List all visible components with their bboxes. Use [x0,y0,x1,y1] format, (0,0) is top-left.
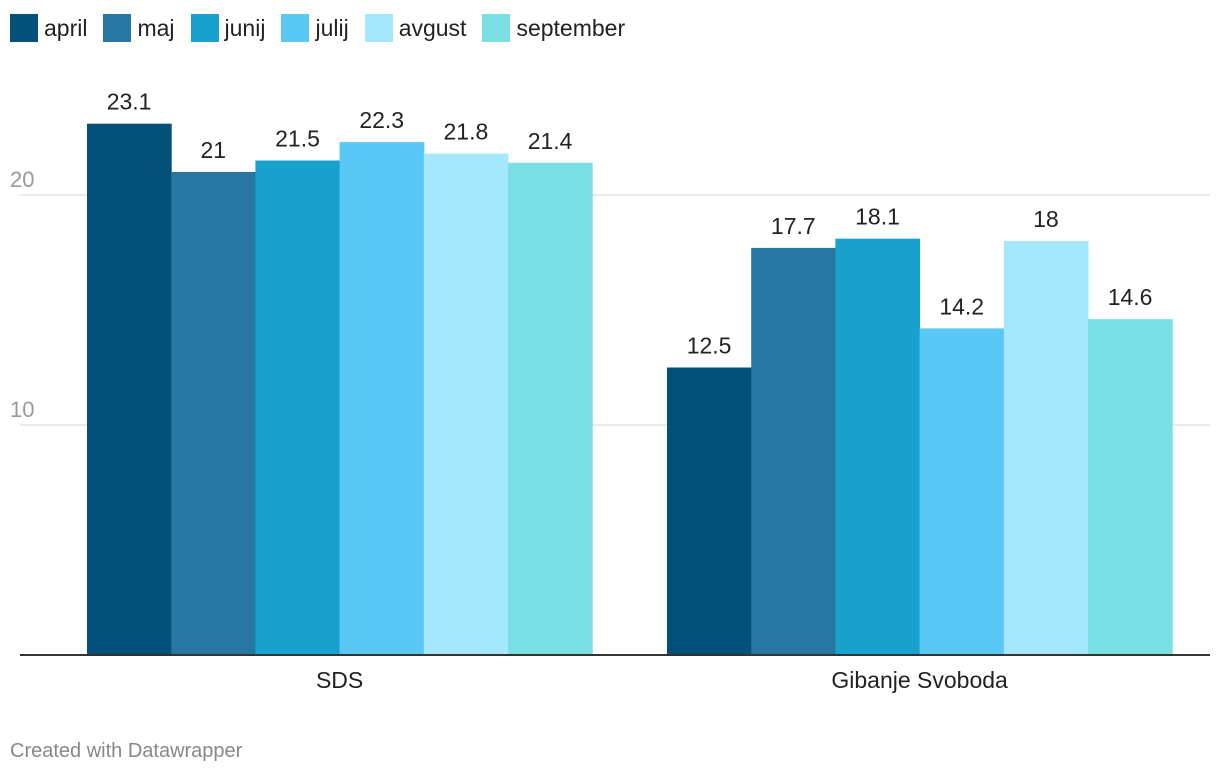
value-label: 12.5 [687,333,732,359]
footer-credit: Created with Datawrapper [10,740,243,762]
bar-sds-julij [339,142,425,656]
bar-sds-april [87,123,172,655]
bar-sds-avgust [423,153,509,655]
legend-item-avgust: avgust [364,14,467,42]
value-label: 21.5 [275,126,320,152]
value-label: 21 [201,137,227,163]
value-label: 14.6 [1108,284,1153,310]
category-label: SDS [316,667,363,693]
value-label: 23.1 [107,89,152,115]
bar-sds-september [508,162,593,656]
value-label: 22.3 [359,107,404,133]
bar-gibanje-svoboda-avgust [1003,241,1089,655]
y-tick-label-20: 20 [10,167,34,192]
bar-gibanje-svoboda-april [667,367,752,655]
legend-swatch [482,14,511,42]
legend-label: maj [137,15,175,41]
legend-item-april: april [10,14,87,42]
category-label: Gibanje Svoboda [831,667,1008,693]
legend-item-september: september [482,14,625,42]
legend-item-julij: julij [281,14,349,42]
legend-label: april [44,15,88,41]
bar-gibanje-svoboda-maj [751,247,836,655]
legend-swatch [103,14,132,42]
bar-gibanje-svoboda-september [1088,319,1173,655]
bar-sds-maj [171,172,256,655]
value-label: 18 [1033,206,1059,232]
legend-swatch [190,14,219,42]
legend-label: junij [224,15,266,41]
bar-gibanje-svoboda-julij [919,328,1005,655]
legend-label: avgust [398,15,467,41]
value-label: 17.7 [771,213,816,239]
legend-label: julij [315,15,349,41]
bar-gibanje-svoboda-junij [835,238,921,655]
value-label: 21.4 [528,128,573,154]
chart-legend: april maj junij julij avgust september [10,13,641,43]
legend-item-maj: maj [103,14,175,42]
bar-sds-junij [255,160,341,655]
legend-swatch [281,14,310,42]
legend-item-junij: junij [190,14,266,42]
value-label: 18.1 [855,204,900,230]
legend-swatch [10,14,38,42]
value-label: 14.2 [939,293,984,319]
value-label: 21.8 [444,119,489,145]
y-tick-label-10: 10 [10,397,34,422]
legend-label: september [516,15,626,41]
legend-swatch [364,14,393,42]
